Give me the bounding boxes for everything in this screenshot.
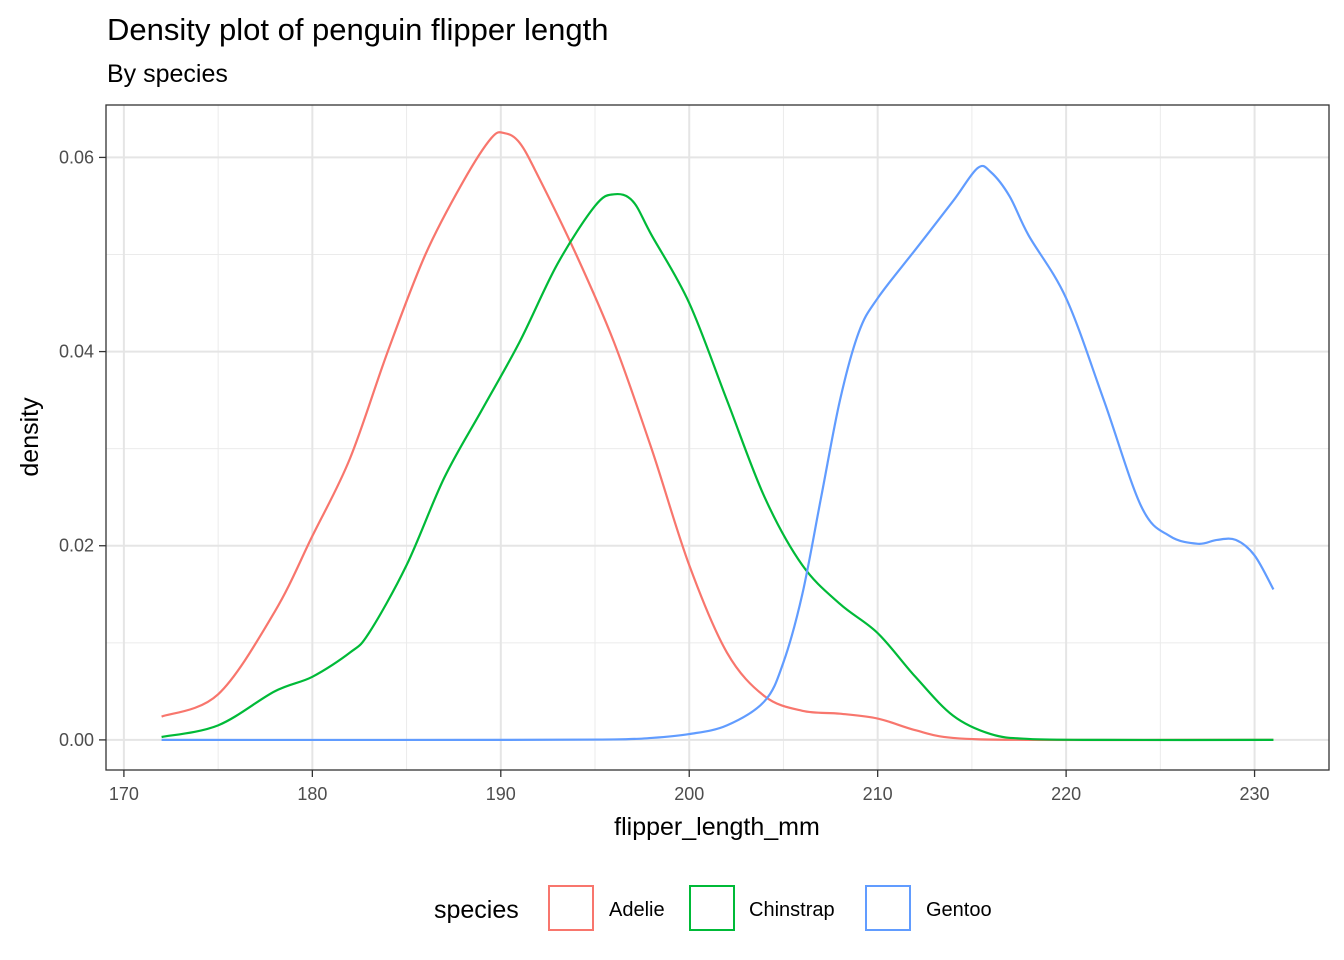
plot-panel (106, 105, 1329, 770)
chart-subtitle: By species (107, 60, 228, 88)
y-axis: 0.00 0.02 0.04 0.06 (59, 147, 106, 750)
legend-label-adelie: Adelie (609, 899, 665, 921)
y-tick-label: 0.00 (59, 730, 94, 750)
x-tick-label: 200 (674, 784, 704, 804)
y-tick-label: 0.04 (59, 342, 94, 362)
density-line-gentoo (161, 164, 1275, 742)
y-tick-label: 0.02 (59, 536, 94, 556)
legend-items: Adelie Chinstrap Gentoo (548, 885, 992, 931)
x-axis: 170 180 190 200 210 220 230 (109, 770, 1270, 804)
major-gridlines (106, 105, 1329, 770)
minor-gridlines (106, 105, 1329, 770)
legend-title: species (434, 896, 519, 924)
x-tick-label: 230 (1240, 784, 1270, 804)
x-tick-label: 190 (486, 784, 516, 804)
density-curves (161, 131, 1275, 742)
legend-key-gentoo (865, 885, 911, 931)
x-axis-title: flipper_length_mm (614, 813, 820, 841)
legend-label-gentoo: Gentoo (926, 899, 992, 921)
legend-item-adelie: Adelie (548, 885, 665, 931)
y-axis-title: density (16, 397, 44, 477)
y-tick-label: 0.06 (59, 147, 94, 167)
legend-item-gentoo: Gentoo (865, 885, 992, 931)
plot-border (105, 104, 1330, 771)
legend-label-chinstrap: Chinstrap (749, 899, 835, 921)
x-tick-label: 180 (297, 784, 327, 804)
legend-key-chinstrap (689, 885, 735, 931)
x-tick-label: 170 (109, 784, 139, 804)
density-line-chinstrap (161, 192, 1274, 742)
legend-item-chinstrap: Chinstrap (689, 885, 835, 931)
x-tick-label: 210 (863, 784, 893, 804)
density-line-adelie (161, 131, 1274, 742)
legend: species Adelie Chinstrap Gentoo (434, 885, 992, 931)
x-tick-label: 220 (1051, 784, 1081, 804)
legend-key-adelie (548, 885, 594, 931)
chart-title: Density plot of penguin flipper length (107, 12, 609, 47)
